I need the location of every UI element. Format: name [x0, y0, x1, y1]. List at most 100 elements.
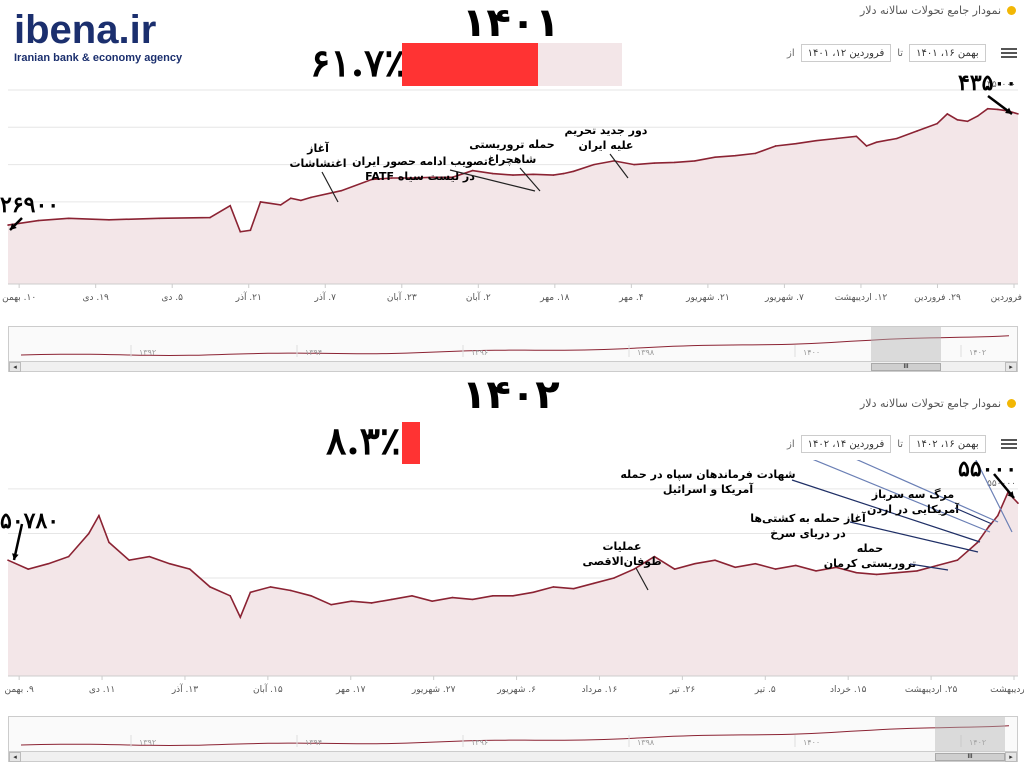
arrow-head: [12, 553, 19, 560]
data-point: [249, 591, 252, 594]
panel1-date-range: از فروردین ۱۲، ۱۴۰۱ تا بهمن ۱۶، ۱۴۰۱: [787, 44, 986, 62]
data-point: [391, 598, 393, 601]
panel2-scroll-right-icon[interactable]: ▸: [1005, 752, 1017, 762]
data-point: [239, 230, 242, 233]
data-point: [98, 514, 100, 517]
data-point: [47, 562, 50, 565]
data-point: [67, 217, 70, 220]
panel2-navigator[interactable]: ۱۳۹۲ ۱۳۹۴ ۱۳۹۶ ۱۳۹۸ ۱۴۰۰ ۱۴۰۲ ◂ III ▸: [8, 716, 1018, 762]
panel1-scroll-thumb[interactable]: III: [871, 363, 941, 371]
panel1-change-bar: [402, 43, 622, 86]
panel2-navigator-chart: ۱۳۹۲ ۱۳۹۴ ۱۳۹۶ ۱۳۹۸ ۱۴۰۰ ۱۴۰۲: [20, 725, 1010, 747]
panel2-change-bar: [402, 422, 622, 464]
data-point: [492, 595, 494, 597]
navigator-label: ۱۴۰۲: [969, 738, 986, 747]
data-point: [310, 196, 312, 199]
x-tick-label: ۵. تیر: [754, 685, 776, 695]
navigator-label: ۱۳۹۸: [637, 348, 655, 357]
panel1-bullet-icon: [1007, 6, 1017, 15]
x-tick-label: ۱۵. فروردین: [991, 293, 1024, 303]
x-tick-label: ۶. شهریور: [496, 685, 536, 695]
x-tick-label: ۱۲. اردیبهشت: [835, 293, 888, 303]
arrow-shaft: [12, 523, 24, 561]
navigator-label: ۱۳۹۴: [305, 738, 322, 747]
data-point: [936, 564, 938, 567]
annotation-leader: [812, 460, 991, 533]
data-point: [986, 527, 989, 529]
data-point: [239, 616, 242, 618]
brand-logo[interactable]: ibena.ir Iranian bank & economy agency: [14, 10, 182, 64]
data-point: [27, 568, 30, 570]
annotation-leader: [609, 153, 629, 179]
data-point: [492, 172, 494, 175]
data-point: [37, 219, 40, 222]
panel1-title: نمودار جامع تحولات سالانه دلار: [860, 4, 1002, 17]
panel1-start-value-label: ۲۶۹۰۰: [0, 192, 60, 218]
panel2-date-range: از فروردین ۱۴، ۱۴۰۲ تا بهمن ۱۶، ۱۴۰۲: [787, 435, 986, 453]
panel2-change-percent: ۸.۳٪: [326, 418, 401, 463]
panel2-date-to-input[interactable]: بهمن ۱۶، ۱۴۰۲: [909, 435, 986, 453]
annotation-text: آمریکایی در اردن: [867, 502, 959, 516]
annotation-leader: [791, 479, 981, 543]
data-point: [532, 173, 534, 176]
annotation-text: تصویب ادامه حصور ایران: [352, 155, 488, 168]
panel2-scrollbar[interactable]: ◂ III ▸: [9, 751, 1017, 762]
data-point: [976, 115, 979, 117]
panel1-scroll-right-icon[interactable]: ▸: [1005, 362, 1017, 372]
data-point: [108, 541, 110, 544]
data-point: [209, 586, 211, 588]
logo-tagline: Iranian bank & economy agency: [14, 52, 183, 64]
panel2-scroll-thumb[interactable]: III: [935, 753, 1005, 761]
x-tick-label: ۱۰. بهمن: [2, 293, 36, 303]
panel1-date-from-input[interactable]: فروردین ۱۲، ۱۴۰۱: [800, 44, 892, 62]
data-point: [754, 562, 757, 565]
annotation-text: تروریستی کرمان: [824, 557, 917, 570]
panel1-end-value-label: ۴۳۵۰۰: [958, 70, 1018, 96]
annotation-text: در لیست سیاه FATF: [365, 170, 475, 183]
data-point: [653, 162, 656, 164]
data-point: [471, 598, 474, 601]
data-point: [613, 577, 615, 579]
data-point: [451, 596, 454, 599]
data-point: [795, 564, 797, 567]
x-tick-label: ۲۹. فروردین: [914, 293, 961, 303]
data-point: [158, 217, 161, 220]
data-point: [300, 199, 302, 202]
data-point: [552, 174, 555, 176]
panel1-menu-icon[interactable]: [1001, 46, 1017, 60]
data-point: [108, 219, 110, 221]
panel2-navigator-window[interactable]: [935, 717, 1005, 751]
panel1-scrollbar[interactable]: ◂ III ▸: [9, 361, 1017, 372]
data-point: [936, 122, 938, 125]
data-point: [552, 586, 555, 588]
navigator-line: [20, 335, 1010, 357]
data-point: [279, 204, 282, 206]
panel1-change-percent: ۶۱.۷٪: [310, 40, 405, 85]
data-point: [259, 201, 262, 203]
series-area: [8, 492, 1018, 676]
data-point: [562, 172, 565, 175]
panel1-scroll-left-icon[interactable]: ◂: [9, 362, 21, 372]
panel2-start-value-label: ۵۰۷۸۰: [0, 508, 60, 534]
annotation-text: طوفان‌الاقصی: [582, 555, 661, 568]
data-point: [986, 107, 989, 110]
data-point: [572, 170, 575, 173]
data-point: [653, 555, 656, 558]
data-point: [269, 586, 272, 588]
navigator-label: ۱۳۹۲: [139, 738, 156, 747]
panel1-chart: ۲۰۰۰۰۰۲۵۰۰۰۰۳۰۰۰۰۰۳۵۰۰۰۰۴۰۰۰۰۰۴۵۰۰۰۰۱۵. …: [2, 80, 1024, 303]
data-point: [168, 562, 171, 565]
x-tick-label: ۲۷. شهریور: [411, 685, 456, 695]
panel2-scroll-left-icon[interactable]: ◂: [9, 752, 21, 762]
x-tick-label: ۲۶. تیر: [669, 685, 696, 695]
panel1-navigator[interactable]: ۱۳۹۲ ۱۳۹۴ ۱۳۹۶ ۱۳۹۸ ۱۴۰۰ ۱۴۰۲ ◂ III ▸: [8, 326, 1018, 372]
data-point: [229, 204, 231, 207]
panel2-menu-icon[interactable]: [1001, 437, 1017, 451]
logo-wordmark: ibena.ir: [14, 8, 157, 52]
panel2-date-from-input[interactable]: فروردین ۱۴، ۱۴۰۲: [800, 435, 892, 453]
panel1-year-label: ۱۴۰۱: [462, 0, 560, 46]
data-point: [249, 229, 252, 232]
panel1-date-to-input[interactable]: بهمن ۱۶، ۱۴۰۱: [909, 44, 986, 62]
panel1-navigator-window[interactable]: [871, 327, 941, 361]
data-point: [633, 163, 635, 166]
